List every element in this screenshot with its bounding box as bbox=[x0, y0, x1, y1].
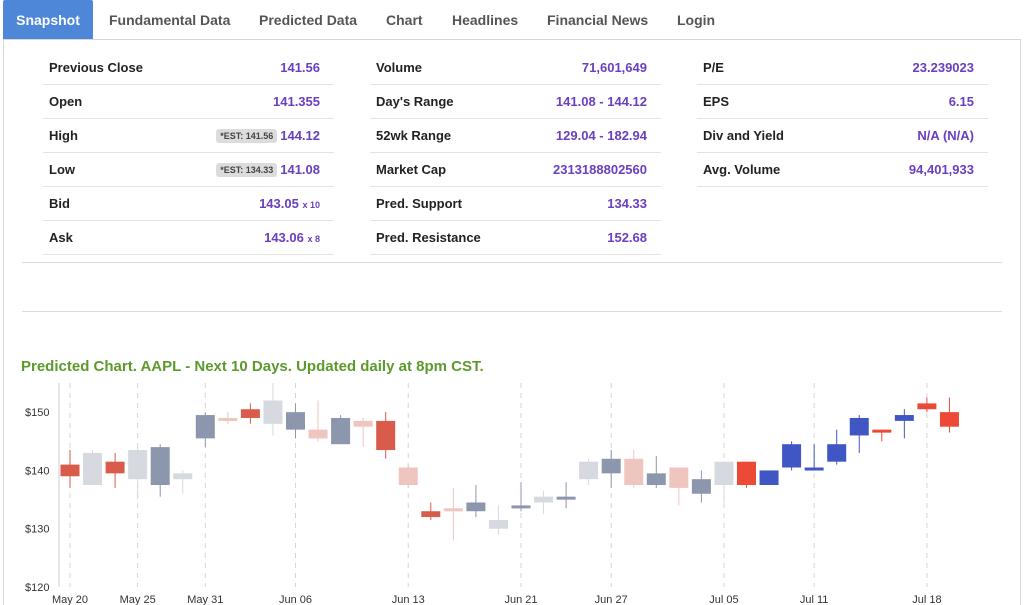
stat-label: Day's Range bbox=[376, 94, 454, 109]
stat-value: 143.05 x 10 bbox=[259, 196, 320, 211]
stat-value: 23.239023 bbox=[912, 60, 974, 75]
ask-size: x 8 bbox=[307, 234, 320, 244]
tab-headlines[interactable]: Headlines bbox=[452, 12, 519, 28]
estimate-badge: *EST: 134.33 bbox=[216, 163, 278, 177]
stat-value-text: 144.12 bbox=[280, 128, 320, 143]
stat-row-ask: Ask 143.06 x 8 bbox=[43, 221, 334, 255]
stat-value: 94,401,933 bbox=[908, 162, 974, 177]
stat-value: 141.08 - 144.12 bbox=[555, 94, 647, 109]
estimate-badge: *EST: 141.56 bbox=[216, 129, 278, 143]
stat-label: EPS bbox=[703, 94, 730, 109]
stat-label: Div and Yield bbox=[703, 128, 784, 143]
stat-row-bid: Bid 143.05 x 10 bbox=[43, 187, 334, 221]
stat-label: High bbox=[49, 128, 78, 143]
stat-value: 6.15 bbox=[948, 94, 974, 109]
stat-row-open: Open 141.355 bbox=[43, 85, 334, 119]
stat-value: *EST: 141.56 144.12 bbox=[216, 128, 320, 143]
tab-login[interactable]: Login bbox=[677, 12, 716, 28]
tab-bar: Snapshot Fundamental Data Predicted Data… bbox=[0, 0, 1024, 40]
stat-label: Low bbox=[49, 162, 75, 177]
stat-row-52wk-range: 52wk Range 129.04 - 182.94 bbox=[370, 119, 661, 153]
stat-value: 152.68 bbox=[607, 230, 647, 245]
stat-value: 129.04 - 182.94 bbox=[555, 128, 647, 143]
stat-label: Market Cap bbox=[376, 162, 447, 177]
stat-value: 143.06 x 8 bbox=[264, 230, 320, 245]
stat-row-pe: P/E 23.239023 bbox=[697, 51, 988, 85]
stat-label: Ask bbox=[49, 230, 73, 245]
tab-chart[interactable]: Chart bbox=[386, 12, 423, 28]
stat-value-text: 143.05 bbox=[259, 196, 299, 211]
stat-value: 141.355 bbox=[273, 94, 320, 109]
stat-value-text: 141.08 bbox=[280, 162, 320, 177]
stat-label: Bid bbox=[49, 196, 70, 211]
stat-row-eps: EPS 6.15 bbox=[697, 85, 988, 119]
stat-row-avg-volume: Avg. Volume 94,401,933 bbox=[697, 153, 988, 187]
stat-value: 2313188802560 bbox=[553, 162, 647, 177]
chart-title: Predicted Chart. AAPL - Next 10 Days. Up… bbox=[21, 358, 484, 375]
bid-size: x 10 bbox=[302, 200, 320, 210]
stat-label: Volume bbox=[376, 60, 422, 75]
stat-label: Pred. Support bbox=[376, 196, 462, 211]
divider bbox=[22, 311, 1002, 312]
stat-label: Avg. Volume bbox=[703, 162, 781, 177]
stat-value: 134.33 bbox=[607, 196, 647, 211]
snapshot-panel bbox=[3, 39, 1021, 605]
stat-row-pred-resistance: Pred. Resistance 152.68 bbox=[370, 221, 661, 255]
stat-row-volume: Volume 71,601,649 bbox=[370, 51, 661, 85]
tab-predicted-data[interactable]: Predicted Data bbox=[259, 12, 358, 28]
stat-value: N/A (N/A) bbox=[917, 128, 974, 143]
stat-value: *EST: 134.33 141.08 bbox=[216, 162, 320, 177]
stat-row-previous-close: Previous Close 141.56 bbox=[43, 51, 334, 85]
stat-label: Previous Close bbox=[49, 60, 143, 75]
stat-row-days-range: Day's Range 141.08 - 144.12 bbox=[370, 85, 661, 119]
stat-value: 141.56 bbox=[280, 60, 320, 75]
stat-label: 52wk Range bbox=[376, 128, 452, 143]
stat-row-pred-support: Pred. Support 134.33 bbox=[370, 187, 661, 221]
stat-row-market-cap: Market Cap 2313188802560 bbox=[370, 153, 661, 187]
stat-row-div-yield: Div and Yield N/A (N/A) bbox=[697, 119, 988, 153]
tab-fundamental-data[interactable]: Fundamental Data bbox=[109, 12, 231, 28]
stat-value-text: 143.06 bbox=[264, 230, 304, 245]
tab-snapshot[interactable]: Snapshot bbox=[3, 0, 93, 39]
stat-row-high: High *EST: 141.56 144.12 bbox=[43, 119, 334, 153]
tab-financial-news[interactable]: Financial News bbox=[547, 12, 649, 28]
stat-label: Open bbox=[49, 94, 83, 109]
divider bbox=[22, 262, 1002, 263]
stat-row-low: Low *EST: 134.33 141.08 bbox=[43, 153, 334, 187]
stat-label: Pred. Resistance bbox=[376, 230, 481, 245]
stat-label: P/E bbox=[703, 60, 724, 75]
stat-value: 71,601,649 bbox=[581, 60, 647, 75]
